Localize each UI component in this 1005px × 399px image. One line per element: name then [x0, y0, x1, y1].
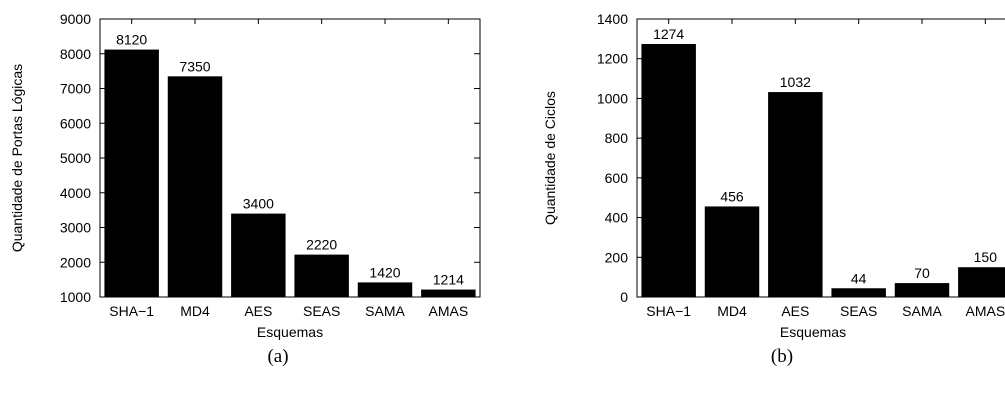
y-tick-label: 5000 [60, 150, 91, 166]
y-tick-label: 3000 [60, 220, 91, 236]
x-tick-label: AMAS [965, 303, 1005, 319]
y-tick-label: 2000 [60, 254, 91, 270]
y-tick-label: 200 [605, 249, 629, 265]
bar-value-label: 456 [720, 188, 744, 204]
bar-aes [768, 92, 823, 298]
x-tick-label: SHA−1 [109, 303, 154, 319]
y-tick-label: 1000 [597, 90, 628, 106]
y-axis-title: Quantidade de Ciclos [542, 91, 558, 225]
y-tick-label: 800 [605, 130, 629, 146]
bar-value-label: 7350 [179, 58, 210, 74]
chart-a: 8120 SHA−1 7350 MD4 3400 AES 2220 SEAS 1420 SAMA 1… [9, 11, 481, 367]
bar-amas [958, 267, 1005, 297]
bar-sama [894, 283, 950, 297]
bar-md4 [704, 206, 760, 297]
x-tick-label: SEAS [840, 303, 877, 319]
y-axis-title: Quantidade de Portas Lógicas [9, 64, 25, 252]
subfigure-caption: (b) [771, 346, 793, 367]
bar-sha1 [104, 49, 159, 297]
y-tick-label: 0 [620, 289, 628, 305]
bar-aes [231, 213, 286, 297]
chart-b: 1274 SHA−1 456 MD4 1032 AES 44 SEAS 70 SAMA 150 AMA… [542, 11, 1005, 367]
y-tick-label: 1400 [597, 11, 628, 27]
bar-value-label: 2220 [306, 237, 337, 253]
y-tick-label: 1000 [60, 289, 91, 305]
y-tick-label: 8000 [60, 46, 91, 62]
bar-value-label: 3400 [243, 196, 274, 212]
bar-value-label: 70 [914, 265, 930, 281]
x-tick-label: SEAS [303, 303, 340, 319]
bar-md4 [167, 76, 223, 298]
x-tick-label: SHA−1 [646, 303, 691, 319]
y-tick-label: 6000 [60, 115, 91, 131]
bar-value-label: 1214 [433, 272, 464, 288]
bar-value-label: 8120 [116, 32, 147, 48]
x-axis-title: Esquemas [257, 324, 323, 340]
y-tick-label: 4000 [60, 185, 91, 201]
subfigure-caption: (a) [267, 346, 288, 367]
x-axis-title: Esquemas [780, 324, 846, 340]
x-tick-label: AES [244, 303, 272, 319]
bar-value-label: 1032 [780, 74, 811, 90]
bar-sha1 [641, 44, 696, 297]
bar-value-label: 150 [974, 249, 998, 265]
y-tick-label: 400 [605, 210, 629, 226]
x-tick-label: SAMA [365, 303, 405, 319]
bar-seas [294, 254, 349, 297]
plot-frame [99, 18, 481, 298]
bar-value-label: 1420 [369, 264, 400, 280]
x-tick-label: SAMA [902, 303, 942, 319]
x-tick-label: AES [781, 303, 809, 319]
y-tick-label: 9000 [60, 11, 91, 27]
x-tick-label: AMAS [428, 303, 468, 319]
bar-value-label: 44 [851, 270, 867, 286]
x-tick-label: MD4 [717, 303, 747, 319]
bar-sama [357, 282, 413, 297]
x-tick-label: MD4 [180, 303, 210, 319]
bar-value-label: 1274 [653, 26, 684, 42]
y-tick-label: 1200 [597, 51, 628, 67]
y-tick-label: 7000 [60, 81, 91, 97]
y-tick-label: 600 [605, 170, 629, 186]
plot-frame [636, 18, 1005, 298]
